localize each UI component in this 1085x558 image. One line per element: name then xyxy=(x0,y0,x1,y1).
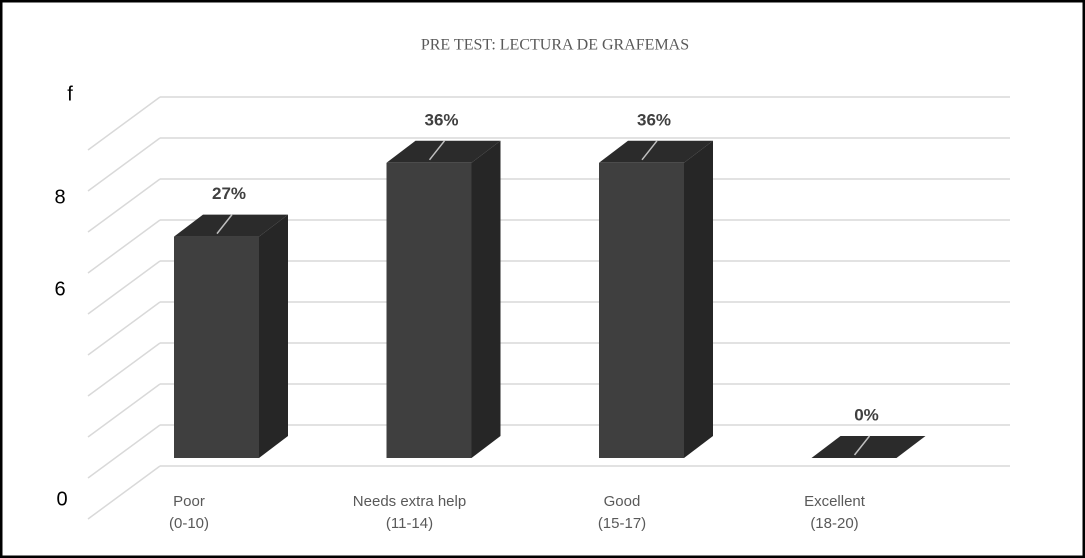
bar xyxy=(386,140,501,459)
y-axis-text: 0 xyxy=(56,488,67,510)
bar-face xyxy=(386,162,472,459)
grid-line xyxy=(87,260,161,315)
grid-line xyxy=(87,424,161,479)
value-label: 36% xyxy=(637,110,671,129)
bar xyxy=(599,140,713,459)
value-label: 36% xyxy=(424,110,458,129)
grid-line xyxy=(87,137,161,192)
value-label: 27% xyxy=(212,184,246,203)
x-tick-label: Excellent xyxy=(804,493,866,510)
x-tick-label: (15-17) xyxy=(598,515,646,532)
x-tick-label: (18-20) xyxy=(810,515,858,532)
grid-line xyxy=(87,96,161,151)
bar-face xyxy=(684,140,713,459)
label-leader xyxy=(428,140,446,161)
label-leader xyxy=(853,435,871,456)
bar xyxy=(174,214,288,458)
grid-line xyxy=(87,342,161,397)
grid-line xyxy=(87,219,161,274)
bar-face xyxy=(174,236,259,458)
bar-face xyxy=(386,140,501,163)
value-label: 0% xyxy=(854,405,879,424)
y-axis-text: 6 xyxy=(54,278,65,300)
label-leader xyxy=(216,214,233,235)
grid-line xyxy=(87,178,161,233)
grid-line xyxy=(87,383,161,438)
x-tick-label: Needs extra help xyxy=(353,493,466,510)
bar-face xyxy=(599,140,713,163)
label-leader xyxy=(641,140,658,161)
x-tick-label: (0-10) xyxy=(169,515,209,532)
bar-face xyxy=(259,214,288,458)
bar-face xyxy=(599,162,684,459)
bar xyxy=(811,436,926,458)
x-tick-label: Poor xyxy=(173,493,205,510)
grid-line xyxy=(87,301,161,356)
y-axis-text: f xyxy=(67,83,73,105)
chart-title: PRE TEST: LECTURA DE GRAFEMAS xyxy=(421,37,689,54)
bar-face xyxy=(811,436,926,458)
x-tick-label: Good xyxy=(604,493,641,510)
grid-line xyxy=(87,465,161,520)
bar-face xyxy=(471,140,501,459)
bar-face xyxy=(174,214,288,237)
x-tick-label: (11-14) xyxy=(386,515,433,532)
y-axis-text: 8 xyxy=(54,186,65,208)
